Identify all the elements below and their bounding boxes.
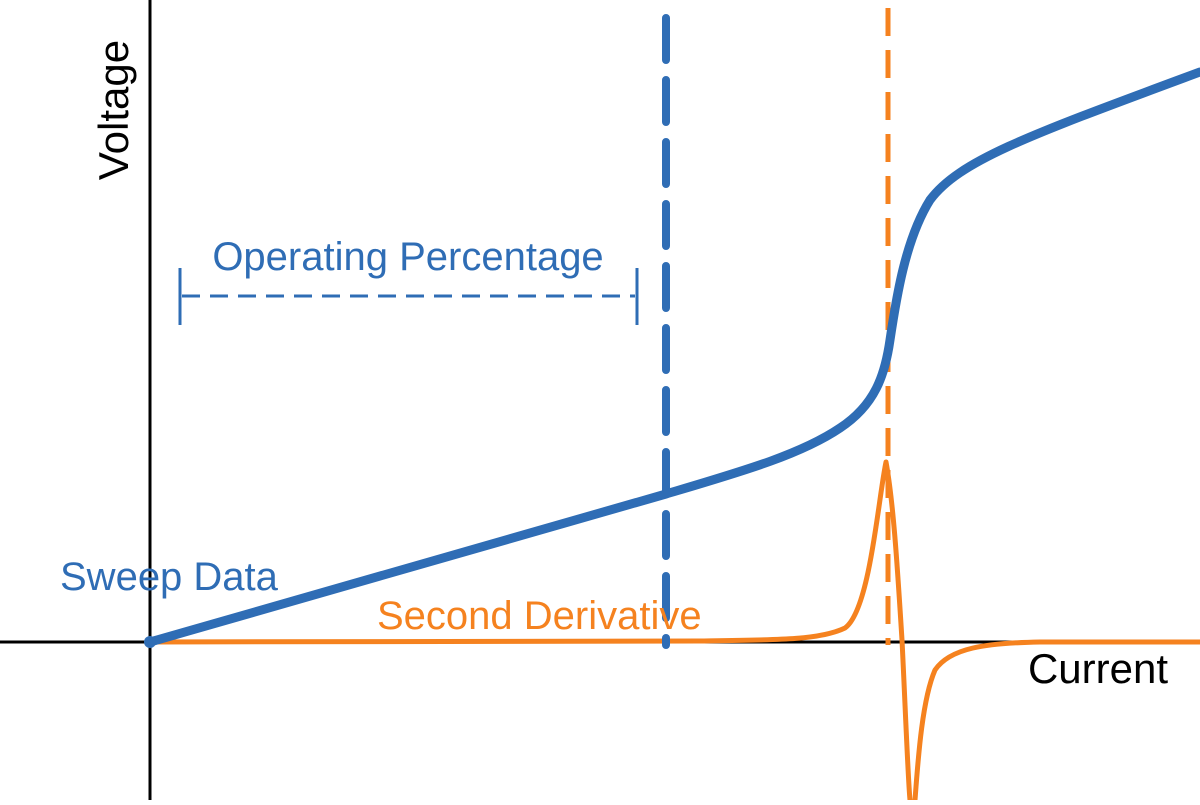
- operating-percentage-label: Operating Percentage: [212, 235, 603, 279]
- y-axis-label: Voltage: [90, 40, 137, 180]
- sweep-data-curve: [145, 67, 1200, 647]
- second-derivative-label: Second Derivative: [377, 594, 702, 638]
- sweep-data-label: Sweep Data: [60, 555, 279, 599]
- x-axis-label: Current: [1028, 645, 1168, 692]
- origin-point: [144, 636, 156, 648]
- second-derivative-curve: [147, 459, 1200, 803]
